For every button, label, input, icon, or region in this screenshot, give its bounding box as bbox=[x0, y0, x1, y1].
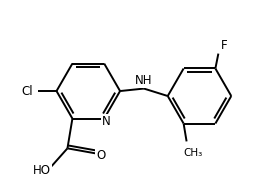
Text: N: N bbox=[102, 115, 111, 128]
Text: HO: HO bbox=[33, 164, 51, 177]
Text: F: F bbox=[221, 39, 228, 52]
Text: O: O bbox=[97, 149, 106, 162]
Text: Cl: Cl bbox=[21, 84, 33, 98]
Text: CH₃: CH₃ bbox=[183, 148, 202, 158]
Text: NH: NH bbox=[135, 74, 153, 87]
